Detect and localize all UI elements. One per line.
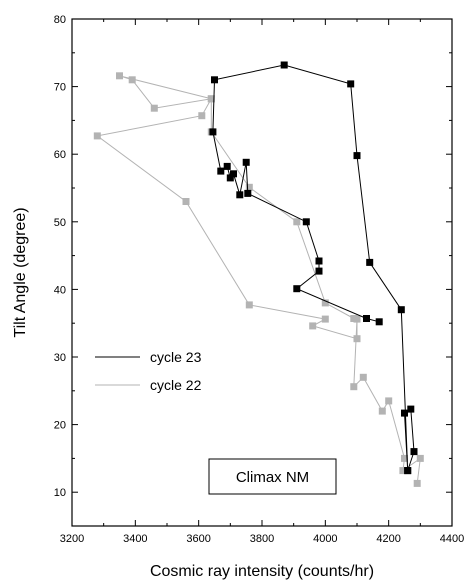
data-point-cycle-23 xyxy=(315,257,323,265)
data-point-cycle-22 xyxy=(385,397,393,405)
data-point-cycle-23 xyxy=(280,61,288,69)
data-point-cycle-23 xyxy=(363,315,370,322)
data-point-cycle-22 xyxy=(128,76,136,84)
y-tick-label: 60 xyxy=(54,149,66,161)
data-point-cycle-23 xyxy=(244,189,252,197)
data-point-cycle-23 xyxy=(211,76,218,84)
x-tick-label: 4000 xyxy=(313,533,337,545)
y-axis-title: Tilt Angle (degree) xyxy=(12,207,29,337)
data-point-cycle-22 xyxy=(399,467,407,475)
data-point-cycle-22 xyxy=(401,454,408,462)
data-point-cycle-23 xyxy=(366,258,374,266)
y-tick-label: 10 xyxy=(54,487,66,499)
y-tick-label: 80 xyxy=(54,14,66,26)
annotation-box: Climax NM xyxy=(208,458,337,495)
data-point-cycle-22 xyxy=(245,301,253,309)
data-point-cycle-22 xyxy=(321,299,329,307)
annotation-frame xyxy=(208,458,337,495)
data-point-cycle-22 xyxy=(207,95,215,103)
x-tick-label: 3400 xyxy=(123,533,147,545)
y-tick-label: 40 xyxy=(54,284,66,296)
x-axis-title: Cosmic ray intensity (counts/hr) xyxy=(150,563,374,580)
x-tick-label: 3600 xyxy=(186,533,210,545)
plot-frame xyxy=(71,18,453,527)
data-point-cycle-22 xyxy=(359,373,367,381)
x-tick-label: 4200 xyxy=(376,533,400,545)
series-line-cycle-22 xyxy=(96,75,421,484)
annotation-text: Climax NM xyxy=(236,469,309,486)
data-point-cycle-22 xyxy=(293,218,301,226)
data-point-cycle-22 xyxy=(116,72,123,80)
data-point-cycle-22 xyxy=(93,132,101,140)
data-point-cycle-23 xyxy=(401,409,408,417)
data-point-cycle-23 xyxy=(293,285,301,293)
data-point-cycle-23 xyxy=(347,80,355,88)
data-point-cycle-23 xyxy=(410,448,418,456)
y-tick-label: 30 xyxy=(54,352,66,364)
data-point-cycle-23 xyxy=(226,174,234,182)
data-point-cycle-22 xyxy=(350,315,358,322)
data-point-cycle-23 xyxy=(315,267,323,275)
legend-label-cycle-22: cycle 22 xyxy=(150,377,202,393)
data-point-cycle-22 xyxy=(350,383,358,391)
data-point-cycle-22 xyxy=(416,454,424,462)
data-point-cycle-22 xyxy=(150,104,158,112)
data-point-cycle-23 xyxy=(353,152,361,160)
axes-layer: 3200 3400 3600 3800 4000 4200 4400 10 20 30 40 50 60… xyxy=(54,14,464,545)
data-point-cycle-22 xyxy=(378,407,386,415)
x-tick-label: 3200 xyxy=(60,533,84,545)
data-point-cycle-22 xyxy=(309,322,317,330)
y-tick-label: 20 xyxy=(54,420,66,432)
data-point-cycle-22 xyxy=(321,315,329,323)
data-point-cycle-22 xyxy=(353,335,361,343)
data-point-cycle-23 xyxy=(302,218,310,226)
legend: cycle 23 cycle 22 xyxy=(95,349,202,393)
data-point-cycle-23 xyxy=(217,167,225,175)
data-point-cycle-22 xyxy=(413,479,421,487)
data-point-cycle-22 xyxy=(245,183,253,191)
data-point-cycle-23 xyxy=(236,191,244,199)
data-point-cycle-23 xyxy=(230,170,237,178)
data-point-cycle-23 xyxy=(223,162,231,170)
data-point-cycle-22 xyxy=(198,112,206,120)
x-tick-label: 3800 xyxy=(250,533,274,545)
data-point-cycle-23 xyxy=(407,405,415,413)
legend-label-cycle-23: cycle 23 xyxy=(150,349,202,365)
series-layer xyxy=(93,61,424,487)
data-point-cycle-22 xyxy=(182,198,190,205)
y-tick-label: 70 xyxy=(54,82,66,94)
data-point-cycle-23 xyxy=(375,318,383,326)
data-point-cycle-23 xyxy=(242,158,250,166)
data-point-cycle-23 xyxy=(209,128,217,136)
data-point-cycle-23 xyxy=(397,306,405,314)
data-point-cycle-23 xyxy=(404,467,412,475)
y-tick-label: 50 xyxy=(54,217,66,229)
x-tick-label: 4400 xyxy=(440,533,464,545)
